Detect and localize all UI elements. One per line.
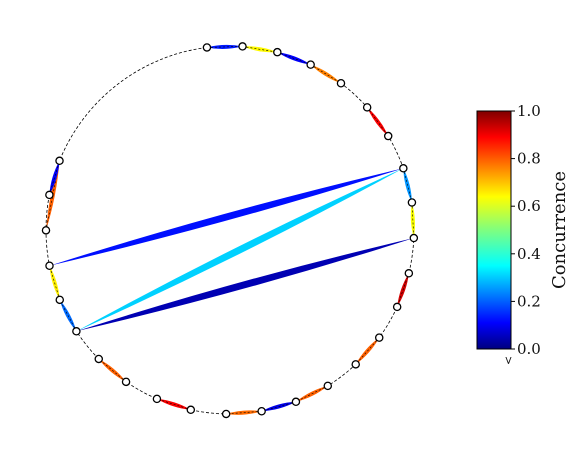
- link-7-22: [76, 168, 403, 331]
- node-17: [223, 410, 230, 417]
- node-0: [203, 44, 210, 51]
- colorbar-tick-label-0.4: 0.4: [517, 245, 541, 263]
- node-21: [95, 355, 102, 362]
- node-27: [56, 157, 63, 164]
- node-24: [46, 262, 53, 269]
- node-23: [56, 296, 63, 303]
- node-8: [408, 199, 415, 206]
- node-9: [410, 234, 417, 241]
- colorbar-label: Concurrence: [549, 171, 570, 289]
- node-7: [400, 165, 407, 172]
- node-12: [376, 334, 383, 341]
- colorbar-extend-marker: <: [502, 356, 515, 365]
- node-19: [153, 395, 160, 402]
- node-22: [73, 328, 80, 335]
- node-3: [307, 61, 314, 68]
- node-6: [385, 132, 392, 139]
- node-25: [42, 227, 49, 234]
- node-14: [324, 382, 331, 389]
- colorbar-tick-label-1.0: 1.0: [517, 102, 541, 120]
- node-13: [352, 361, 359, 368]
- colorbar-tick-label-0.8: 0.8: [517, 150, 541, 168]
- link-7-24: [50, 168, 404, 265]
- nodes-layer: [42, 43, 417, 418]
- node-11: [394, 303, 401, 310]
- colorbar-tick-label-0.6: 0.6: [517, 197, 541, 215]
- node-18: [187, 406, 194, 413]
- node-5: [364, 104, 371, 111]
- node-26: [46, 191, 53, 198]
- colorbar-ticks: 0.0 0.2 0.4 0.6 0.8 1.0: [511, 102, 541, 358]
- colorbar-gradient: [477, 111, 511, 349]
- link-centerline-5: [403, 168, 412, 202]
- colorbar-tick-label-0.2: 0.2: [517, 292, 541, 310]
- link-9-22: [76, 238, 413, 331]
- node-4: [337, 80, 344, 87]
- node-2: [274, 49, 281, 56]
- node-1: [239, 43, 246, 50]
- node-15: [292, 398, 299, 405]
- colorbar-tick-label-0.0: 0.0: [517, 340, 541, 358]
- colorbar: 0.0 0.2 0.4 0.6 0.8 1.0 < Concurrence: [477, 102, 570, 365]
- node-16: [258, 408, 265, 415]
- link-centerline-15: [50, 266, 60, 300]
- node-10: [405, 270, 412, 277]
- node-20: [122, 378, 129, 385]
